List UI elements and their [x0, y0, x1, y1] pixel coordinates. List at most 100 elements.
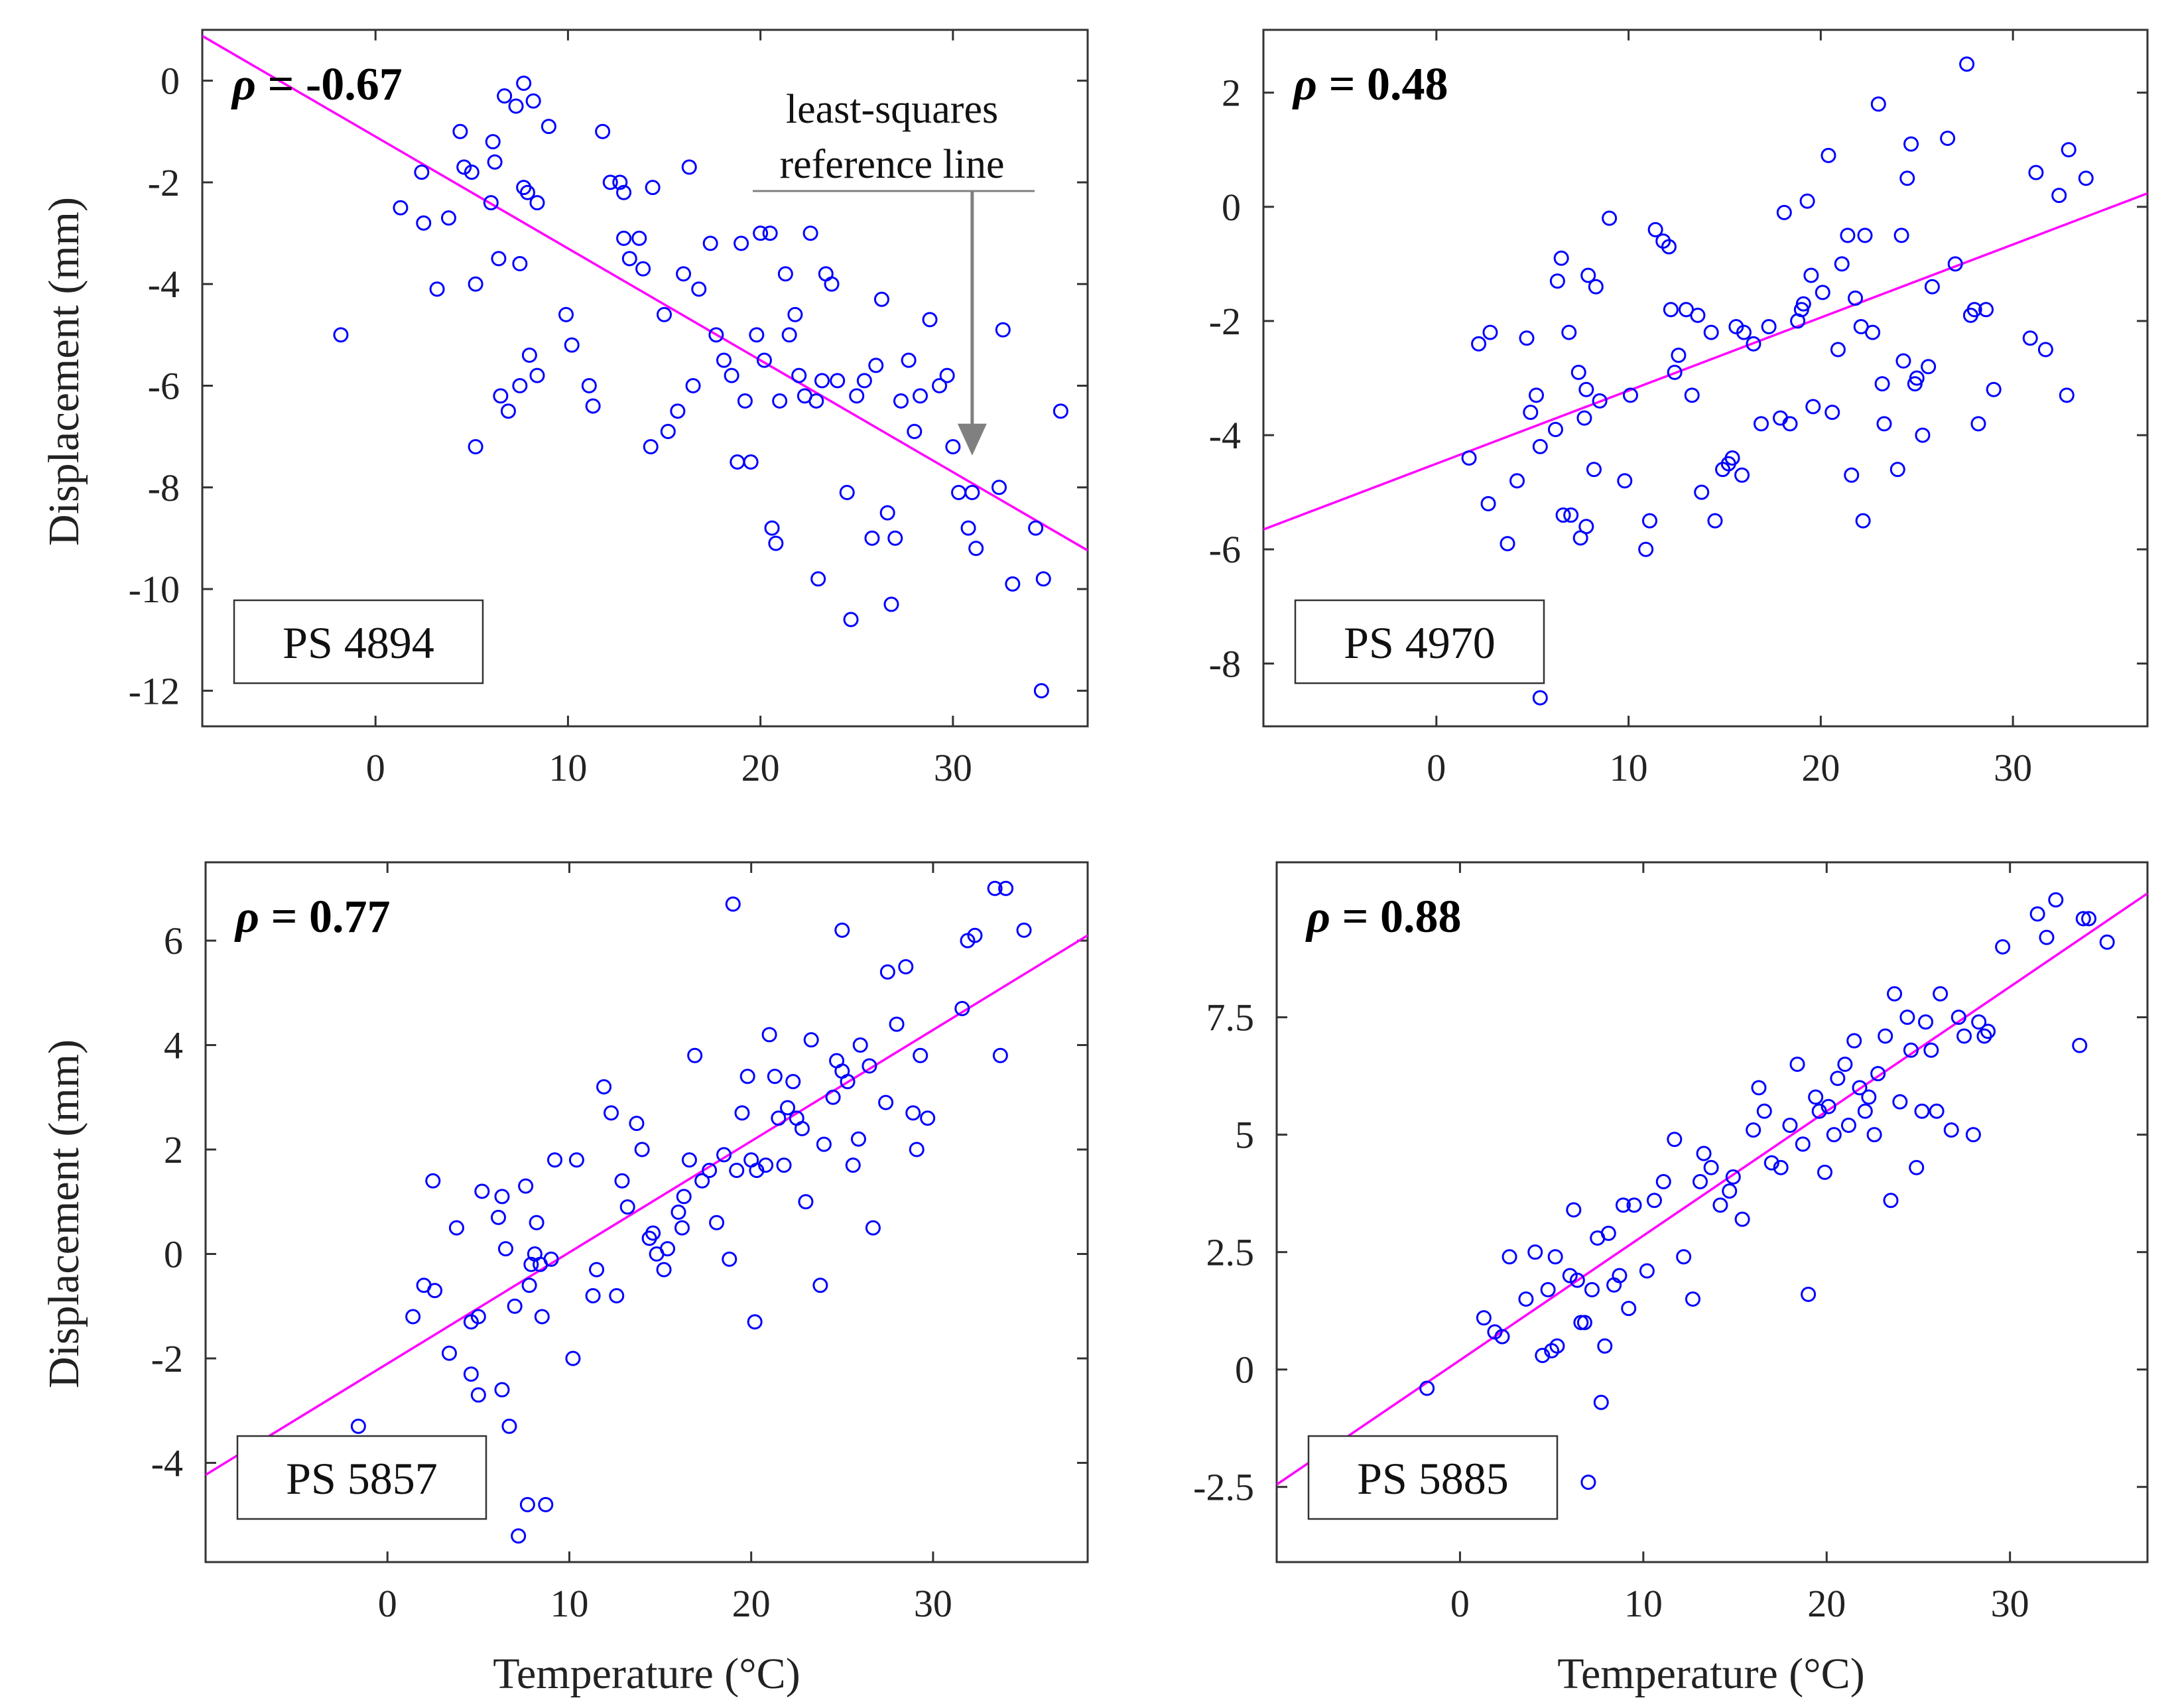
data-point — [1830, 1071, 1846, 1086]
data-point — [702, 1163, 718, 1179]
data-point — [634, 1142, 650, 1157]
data-point — [1978, 302, 1994, 318]
data-point — [1826, 1127, 1842, 1143]
data-point — [730, 454, 745, 470]
ps-label: PS 5857 — [286, 1453, 438, 1504]
data-point — [521, 1278, 537, 1293]
data-point — [619, 1199, 635, 1215]
data-point — [483, 195, 499, 211]
data-point — [468, 276, 483, 292]
data-point — [753, 226, 769, 241]
data-point — [1588, 279, 1604, 295]
data-point — [1676, 1249, 1692, 1265]
data-point — [1986, 381, 2002, 397]
data-point — [333, 327, 349, 343]
data-point — [749, 327, 765, 343]
data-point — [1959, 56, 1975, 72]
data-point — [1549, 1338, 1565, 1354]
data-point — [1933, 986, 1949, 1002]
least-squares-line — [202, 34, 1088, 552]
x-tick-label: 20 — [732, 1582, 771, 1625]
data-point — [1947, 256, 1963, 272]
rho-value: = 0.48 — [1317, 59, 1448, 110]
data-point — [1971, 1014, 1987, 1030]
data-point — [1943, 1122, 1959, 1138]
data-point — [1756, 1103, 1772, 1119]
data-point — [529, 367, 545, 383]
data-point — [568, 1152, 584, 1168]
data-point — [1734, 467, 1750, 483]
data-point — [702, 235, 718, 251]
data-point — [1707, 513, 1723, 529]
data-point — [2061, 142, 2077, 158]
data-point — [656, 1262, 672, 1278]
data-point — [1892, 1094, 1908, 1110]
rho-symbol: ρ — [234, 891, 259, 943]
data-point — [1655, 1173, 1671, 1189]
data-point — [1801, 1286, 1817, 1302]
data-point — [761, 1027, 777, 1043]
data-point — [1763, 1155, 1779, 1171]
data-point — [913, 1047, 928, 1063]
panel-ps5885: 0 10 20 30 7.5 5 2.5 0 -2.5 ρ = 0.88 PS 5885 — [1193, 861, 2149, 1625]
data-point — [1663, 302, 1679, 318]
data-point — [1016, 922, 1032, 938]
data-point — [764, 520, 780, 536]
data-point — [1569, 1272, 1585, 1288]
data-point — [743, 454, 759, 470]
data-point — [1899, 1010, 1915, 1025]
data-point — [1834, 256, 1850, 272]
data-point — [1592, 393, 1608, 409]
data-point — [1795, 1136, 1811, 1152]
data-point — [1909, 370, 1925, 386]
data-point — [1895, 353, 1911, 369]
data-point — [967, 927, 983, 943]
data-point — [463, 1366, 479, 1382]
rho-value: = -0.67 — [256, 59, 403, 110]
annotation-line-1: least-squares — [786, 87, 998, 132]
least-squares-line — [1277, 892, 2147, 1486]
data-point — [534, 1309, 550, 1325]
data-point — [494, 1382, 510, 1398]
data-point — [1940, 131, 1956, 147]
data-point — [776, 1157, 792, 1173]
data-point — [1861, 1089, 1877, 1105]
y-tick-label: -4 — [1209, 414, 1241, 457]
plot-frame — [1262, 29, 2149, 728]
data-point — [907, 423, 923, 439]
data-point — [350, 1418, 366, 1434]
data-point — [798, 1194, 814, 1210]
data-point — [1528, 387, 1544, 403]
data-point — [2028, 164, 2044, 180]
data-point — [529, 1215, 544, 1230]
data-point — [1725, 1169, 1741, 1185]
data-point — [840, 1074, 856, 1090]
data-point — [1547, 1249, 1563, 1265]
data-point — [1746, 1122, 1761, 1138]
data-point — [814, 373, 830, 389]
data-point — [1622, 387, 1638, 403]
data-point — [470, 1387, 486, 1403]
data-point — [581, 377, 597, 393]
data-point — [1782, 1118, 1798, 1134]
data-point — [739, 1069, 755, 1084]
data-point — [898, 958, 914, 974]
data-point — [558, 306, 574, 322]
data-point — [856, 373, 872, 389]
data-point — [830, 373, 846, 389]
data-point — [508, 98, 524, 114]
data-point — [1773, 1159, 1789, 1175]
correlation-label: ρ = 0.88 — [1305, 891, 1461, 943]
data-point — [564, 337, 580, 353]
data-point — [1837, 1056, 1853, 1072]
data-point — [511, 1528, 527, 1544]
data-point — [2029, 906, 2045, 922]
data-point — [660, 423, 676, 439]
ps-label-box — [236, 1435, 487, 1520]
data-point — [2059, 387, 2075, 403]
y-tick-label: 2.5 — [1206, 1231, 1255, 1274]
data-point — [1615, 1197, 1631, 1213]
data-point — [791, 367, 807, 383]
data-point — [1950, 1010, 1966, 1025]
